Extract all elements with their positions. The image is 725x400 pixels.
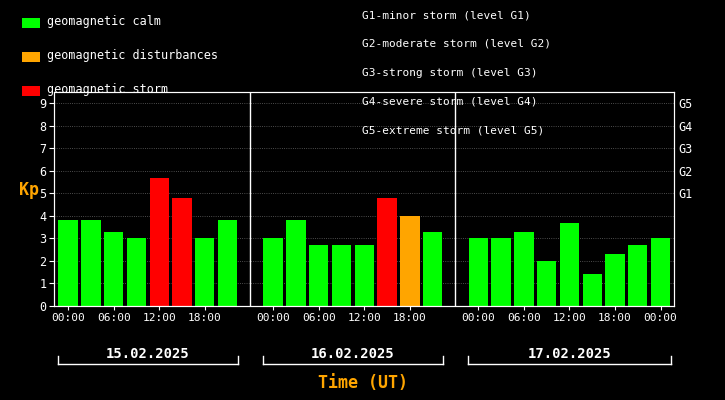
Text: geomagnetic calm: geomagnetic calm — [47, 15, 161, 28]
Bar — [81, 220, 101, 306]
Bar — [628, 245, 647, 306]
Bar — [173, 198, 191, 306]
Text: G1-minor storm (level G1): G1-minor storm (level G1) — [362, 10, 531, 20]
Text: G3-strong storm (level G3): G3-strong storm (level G3) — [362, 68, 538, 78]
Bar — [127, 238, 146, 306]
Bar — [104, 232, 123, 306]
Bar — [149, 178, 169, 306]
Bar — [59, 220, 78, 306]
Bar — [492, 238, 510, 306]
Y-axis label: Kp: Kp — [19, 181, 38, 199]
Text: geomagnetic disturbances: geomagnetic disturbances — [47, 49, 218, 62]
Text: G5-extreme storm (level G5): G5-extreme storm (level G5) — [362, 125, 544, 135]
Bar — [468, 238, 488, 306]
Text: G2-moderate storm (level G2): G2-moderate storm (level G2) — [362, 39, 552, 49]
Bar — [537, 261, 556, 306]
Text: 15.02.2025: 15.02.2025 — [106, 347, 190, 361]
Bar — [605, 254, 625, 306]
Bar — [309, 245, 328, 306]
Bar — [195, 238, 215, 306]
Text: 16.02.2025: 16.02.2025 — [311, 347, 395, 361]
Bar — [332, 245, 351, 306]
Bar — [263, 238, 283, 306]
Bar — [514, 232, 534, 306]
Bar — [400, 216, 420, 306]
Text: 17.02.2025: 17.02.2025 — [528, 347, 611, 361]
Bar — [423, 232, 442, 306]
Text: Time (UT): Time (UT) — [318, 374, 407, 392]
Bar — [582, 274, 602, 306]
Text: geomagnetic storm: geomagnetic storm — [47, 83, 168, 96]
Bar — [378, 198, 397, 306]
Bar — [560, 223, 579, 306]
Bar — [355, 245, 374, 306]
Bar — [651, 238, 670, 306]
Text: G4-severe storm (level G4): G4-severe storm (level G4) — [362, 96, 538, 106]
Bar — [218, 220, 237, 306]
Bar — [286, 220, 306, 306]
